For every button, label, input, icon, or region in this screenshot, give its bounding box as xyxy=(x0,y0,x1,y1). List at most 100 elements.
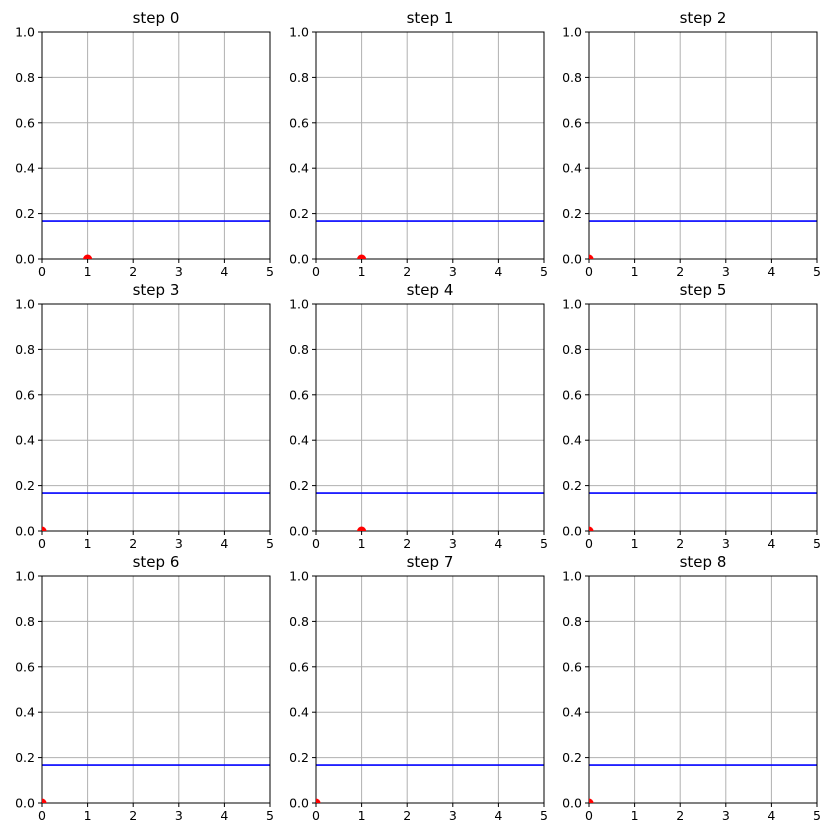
x-tick-label: 1 xyxy=(84,264,92,279)
y-tick-label: 0.4 xyxy=(15,161,35,176)
x-tick-label: 2 xyxy=(403,536,411,551)
y-tick-label: 0.2 xyxy=(562,478,582,493)
y-tick-label: 0.6 xyxy=(15,659,35,674)
y-tick-label: 0.4 xyxy=(289,433,309,448)
x-tick-label: 5 xyxy=(813,536,821,551)
subplot-title: step 2 xyxy=(680,9,727,27)
x-tick-label: 2 xyxy=(403,808,411,823)
axes-frame xyxy=(588,31,818,260)
y-tick-label: 0.8 xyxy=(289,342,309,357)
axes-frame xyxy=(588,575,818,804)
x-tick-label: 0 xyxy=(38,808,46,823)
y-tick-label: 0.8 xyxy=(562,70,582,85)
x-tick-label: 0 xyxy=(312,808,320,823)
y-tick-label: 0.4 xyxy=(562,705,582,720)
y-tick-label: 0.2 xyxy=(15,750,35,765)
x-tick-label: 1 xyxy=(84,536,92,551)
x-tick-label: 5 xyxy=(540,264,548,279)
y-tick-label: 0.0 xyxy=(15,796,35,811)
y-tick-label: 0.4 xyxy=(289,705,309,720)
data-point xyxy=(42,526,47,531)
x-tick-label: 4 xyxy=(220,808,228,823)
subplot-4: 0 1 2 3 4 5 0.0 0.2 0.4 0.6 0.8 1.0 step 4 xyxy=(289,281,548,551)
y-tick-label: 0.4 xyxy=(562,161,582,176)
y-tick-label: 0.0 xyxy=(562,796,582,811)
y-tick-label: 1.0 xyxy=(15,569,35,584)
y-tick-label: 1.0 xyxy=(289,25,309,40)
x-tick-label: 1 xyxy=(631,536,639,551)
y-tick-label: 0.6 xyxy=(289,387,309,402)
y-tick-label: 0.8 xyxy=(562,614,582,629)
points-group xyxy=(589,526,594,531)
axes-frame xyxy=(41,575,271,804)
y-tick-label: 0.2 xyxy=(562,206,582,221)
y-tick-label: 0.6 xyxy=(289,659,309,674)
data-point xyxy=(589,798,594,803)
x-tick-label: 2 xyxy=(129,536,137,551)
points-group xyxy=(589,254,594,259)
x-tick-label: 5 xyxy=(813,808,821,823)
points-group xyxy=(42,526,47,531)
x-tick-label: 4 xyxy=(767,808,775,823)
y-tick-label: 0.0 xyxy=(15,252,35,267)
y-tick-label: 1.0 xyxy=(15,297,35,312)
x-tick-label: 3 xyxy=(722,536,730,551)
x-tick-label: 4 xyxy=(220,536,228,551)
x-tick-label: 4 xyxy=(767,536,775,551)
y-tick-label: 0.2 xyxy=(15,206,35,221)
y-tick-label: 0.6 xyxy=(562,115,582,130)
points-group xyxy=(357,254,367,259)
y-tick-label: 0.6 xyxy=(289,115,309,130)
y-tick-label: 0.2 xyxy=(289,478,309,493)
subplot-title: step 3 xyxy=(133,281,180,299)
y-tick-label: 0.0 xyxy=(562,524,582,539)
subplot-8: 0 1 2 3 4 5 0.0 0.2 0.4 0.6 0.8 1.0 step 8 xyxy=(562,553,821,823)
y-tick-label: 0.2 xyxy=(562,750,582,765)
y-tick-label: 0.4 xyxy=(15,433,35,448)
x-tick-label: 3 xyxy=(449,536,457,551)
y-tick-label: 1.0 xyxy=(15,25,35,40)
subplot-title: step 1 xyxy=(407,9,454,27)
subplot-title: step 6 xyxy=(133,553,180,571)
y-tick-label: 0.6 xyxy=(562,387,582,402)
y-tick-label: 0.8 xyxy=(289,614,309,629)
subplot-title: step 5 xyxy=(680,281,727,299)
y-tick-label: 0.2 xyxy=(289,750,309,765)
y-tick-label: 0.0 xyxy=(289,796,309,811)
points-group xyxy=(589,798,594,803)
data-point xyxy=(83,254,93,259)
y-tick-label: 1.0 xyxy=(562,297,582,312)
y-tick-label: 0.6 xyxy=(15,387,35,402)
x-tick-label: 1 xyxy=(358,536,366,551)
y-tick-label: 0.0 xyxy=(15,524,35,539)
subplot-2: 0 1 2 3 4 5 0.0 0.2 0.4 0.6 0.8 1.0 step 2 xyxy=(562,9,821,279)
x-tick-label: 1 xyxy=(84,808,92,823)
y-tick-label: 0.2 xyxy=(289,206,309,221)
x-tick-label: 5 xyxy=(540,808,548,823)
y-tick-label: 0.8 xyxy=(15,342,35,357)
data-point xyxy=(589,526,594,531)
subplot-7: 0 1 2 3 4 5 0.0 0.2 0.4 0.6 0.8 1.0 step 7 xyxy=(289,553,548,823)
y-tick-label: 1.0 xyxy=(562,569,582,584)
x-tick-label: 2 xyxy=(403,264,411,279)
y-tick-label: 0.0 xyxy=(289,252,309,267)
data-point xyxy=(357,526,367,531)
x-tick-label: 4 xyxy=(767,264,775,279)
points-group xyxy=(83,254,93,259)
y-tick-label: 1.0 xyxy=(562,25,582,40)
x-tick-label: 3 xyxy=(722,264,730,279)
subplot-0: 0 1 2 3 4 5 0.0 0.2 0.4 0.6 0.8 1.0 step 0 xyxy=(15,9,274,279)
y-tick-label: 0.8 xyxy=(562,342,582,357)
subplot-title: step 7 xyxy=(407,553,454,571)
x-tick-label: 0 xyxy=(38,264,46,279)
y-tick-label: 0.0 xyxy=(289,524,309,539)
x-tick-label: 3 xyxy=(449,808,457,823)
points-group xyxy=(42,798,47,803)
x-tick-label: 5 xyxy=(813,264,821,279)
subplot-3: 0 1 2 3 4 5 0.0 0.2 0.4 0.6 0.8 1.0 step 3 xyxy=(15,281,274,551)
x-tick-label: 3 xyxy=(175,264,183,279)
axes-frame xyxy=(588,303,818,532)
axes-frame xyxy=(41,303,271,532)
y-tick-label: 0.4 xyxy=(15,705,35,720)
